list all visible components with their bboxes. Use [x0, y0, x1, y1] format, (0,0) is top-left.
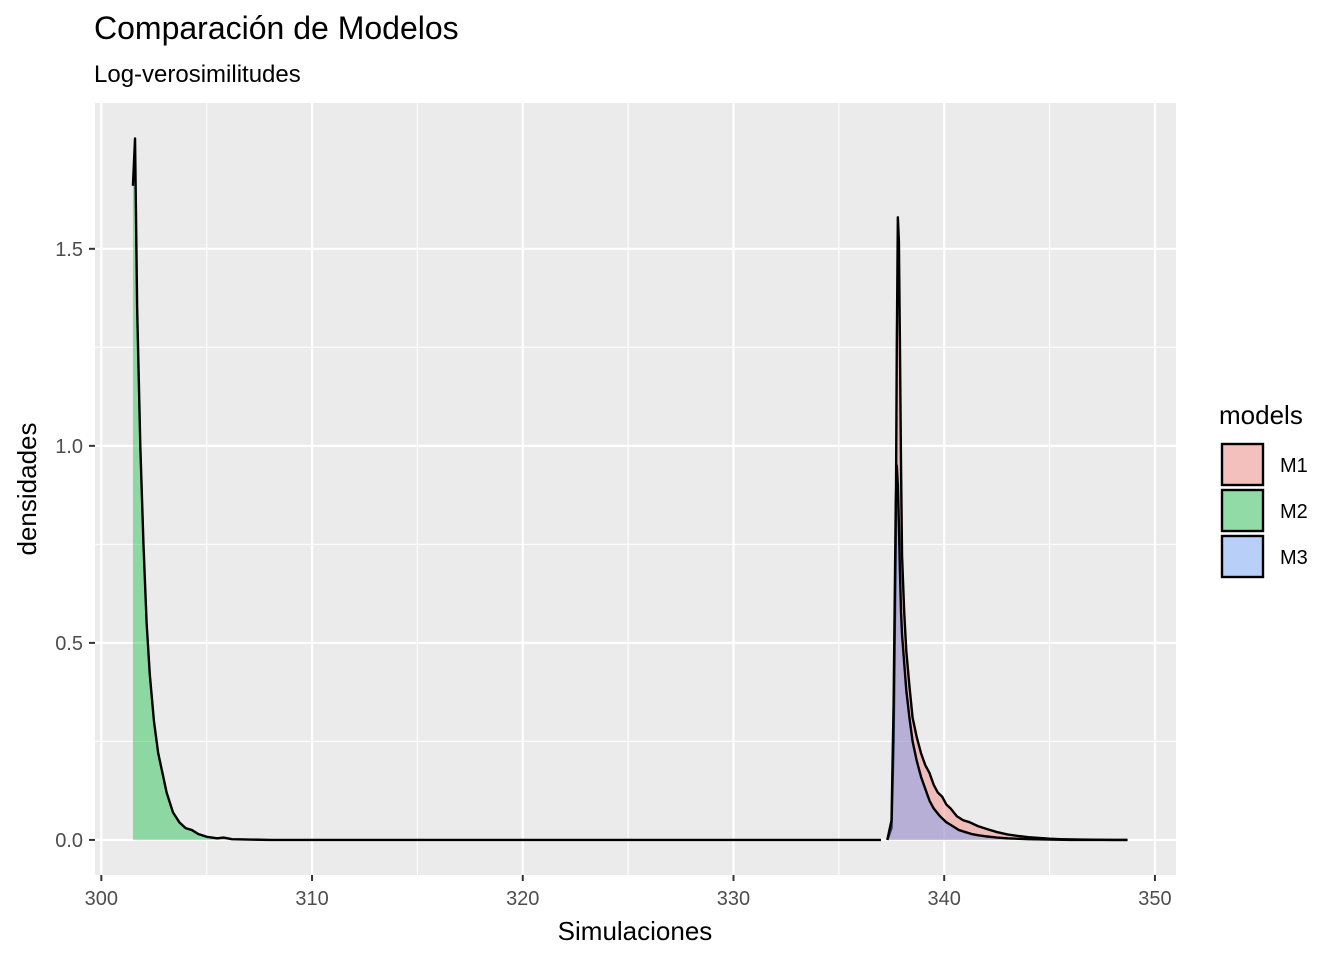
x-tick-label: 300 — [85, 888, 118, 910]
x-axis: 300 310 320 330 340 350 — [85, 875, 1172, 910]
density-area-m1 — [887, 217, 1128, 840]
legend-key-bg — [1221, 489, 1264, 532]
legend-key-bg — [1221, 443, 1264, 486]
chart-subtitle: Log-verosimilitudes — [94, 61, 301, 88]
legend-label-m1: M1 — [1280, 455, 1308, 477]
legend-label-m2: M2 — [1280, 501, 1308, 523]
density-line-m3 — [886, 464, 1128, 842]
y-tick-label: 0.0 — [55, 830, 83, 852]
chart-title: Comparación de Modelos — [94, 10, 459, 46]
legend: models M1 M2 M3 — [1219, 400, 1308, 579]
density-line-m2 — [131, 137, 881, 842]
legend-key-m3 — [1220, 534, 1265, 579]
plot-panel — [95, 103, 1176, 875]
density-area-m3 — [887, 465, 1128, 840]
y-tick-label: 1.5 — [55, 239, 83, 261]
density-line-m1 — [886, 216, 1128, 842]
x-tick-label: 330 — [717, 888, 750, 910]
density-areas — [131, 137, 1128, 842]
x-tick-label: 340 — [928, 888, 961, 910]
y-tick-label: 1.0 — [55, 436, 83, 458]
legend-key-bg — [1221, 535, 1264, 578]
y-axis: 0.0 0.5 1.0 1.5 — [55, 239, 95, 852]
y-axis-title: densidades — [12, 423, 42, 556]
legend-label-m3: M3 — [1280, 547, 1308, 569]
x-tick-label: 350 — [1138, 888, 1171, 910]
y-tick-label: 0.5 — [55, 633, 83, 655]
legend-key-m1 — [1220, 442, 1265, 487]
x-axis-title: Simulaciones — [558, 916, 713, 946]
legend-title: models — [1219, 400, 1303, 430]
x-tick-label: 320 — [506, 888, 539, 910]
legend-key-m2 — [1220, 488, 1265, 533]
x-tick-label: 310 — [295, 888, 328, 910]
minor-grid — [95, 103, 1176, 875]
major-grid — [95, 103, 1176, 875]
